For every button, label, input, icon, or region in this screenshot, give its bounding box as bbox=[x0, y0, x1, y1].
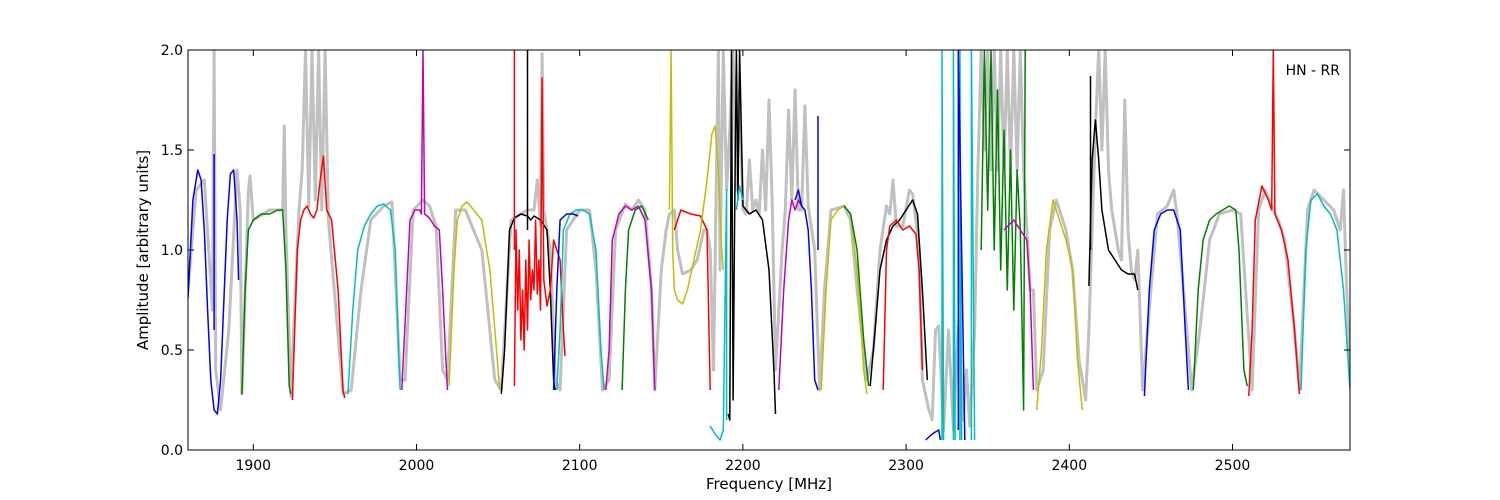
series-line-12 bbox=[556, 209, 605, 391]
x-axis: 1900 2000 2100 2200 2300 2400 2500 bbox=[235, 50, 1250, 474]
y-tick-label: 0.5 bbox=[161, 343, 183, 359]
y-axis: 0.0 0.5 1.0 1.5 2.0 bbox=[161, 43, 1350, 459]
panel-annotation: HN - RR bbox=[1286, 63, 1341, 79]
series-line-36 bbox=[1035, 199, 1084, 411]
y-tick-label: 1.0 bbox=[161, 243, 183, 259]
x-tick-label: 2100 bbox=[562, 458, 598, 474]
series-line-39 bbox=[1143, 209, 1190, 397]
background-trace bbox=[188, 50, 1350, 432]
series-line-31 bbox=[959, 50, 963, 441]
series-line-40 bbox=[1192, 205, 1248, 391]
series-line-4 bbox=[291, 155, 346, 401]
series-line-33 bbox=[970, 50, 976, 441]
series-line-13 bbox=[552, 213, 579, 391]
background-trace-layer bbox=[188, 50, 1350, 432]
x-tick-label: 1900 bbox=[235, 458, 271, 474]
plot-area bbox=[188, 50, 1350, 441]
series-line-26 bbox=[869, 199, 929, 387]
series-line-20 bbox=[735, 185, 744, 211]
series-layer bbox=[188, 50, 1350, 441]
series-line-30 bbox=[952, 50, 956, 441]
series-line-10 bbox=[513, 77, 566, 387]
y-tick-label: 0.0 bbox=[161, 443, 183, 459]
x-axis-label: Frequency [MHz] bbox=[706, 475, 832, 493]
x-tick-label: 2000 bbox=[399, 458, 435, 474]
series-line-17 bbox=[668, 50, 725, 305]
series-line-28 bbox=[925, 429, 942, 441]
series-line-14 bbox=[605, 205, 656, 391]
series-line-3 bbox=[241, 209, 292, 395]
series-line-32 bbox=[957, 50, 966, 441]
x-tick-label: 2500 bbox=[1215, 458, 1251, 474]
series-line-42 bbox=[1300, 193, 1350, 391]
series-line-5 bbox=[347, 203, 401, 395]
series-line-19 bbox=[727, 50, 777, 421]
series-line-1 bbox=[188, 169, 240, 415]
series-line-16 bbox=[673, 209, 711, 391]
y-tick-label: 2.0 bbox=[161, 43, 183, 59]
series-line-37 bbox=[1088, 119, 1139, 291]
x-tick-label: 2400 bbox=[1051, 458, 1087, 474]
series-line-25 bbox=[843, 205, 870, 387]
x-tick-label: 2300 bbox=[888, 458, 924, 474]
series-line-29 bbox=[941, 50, 945, 441]
series-line-34 bbox=[980, 50, 1026, 411]
series-line-21 bbox=[778, 199, 803, 391]
series-line-35 bbox=[1003, 219, 1035, 391]
y-axis-label: Amplitude [arbitrary units] bbox=[134, 150, 152, 350]
series-line-18 bbox=[709, 189, 728, 441]
x-tick-label: 2200 bbox=[725, 458, 761, 474]
series-line-15 bbox=[621, 205, 649, 391]
y-tick-label: 1.5 bbox=[161, 143, 183, 159]
series-line-6 bbox=[401, 50, 449, 391]
series-line-22 bbox=[794, 189, 819, 391]
series-line-41 bbox=[1248, 50, 1301, 397]
series-line-7 bbox=[448, 201, 501, 391]
series-line-27 bbox=[882, 219, 924, 391]
